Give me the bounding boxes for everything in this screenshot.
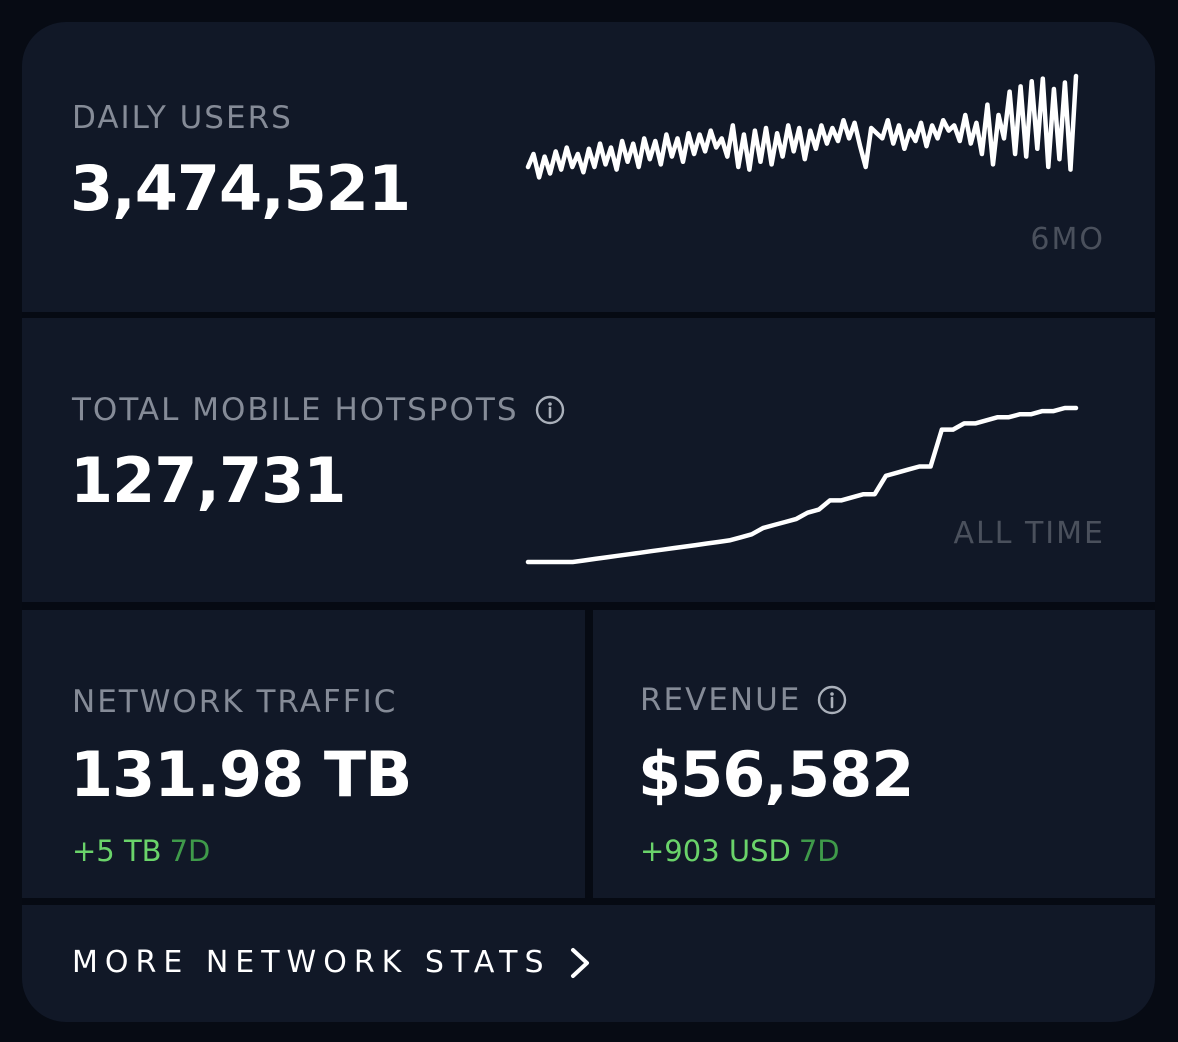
revenue-delta-amount: +903 USD: [640, 834, 791, 868]
network-traffic-value: 131.98 TB: [70, 738, 412, 811]
revenue-label-text: REVENUE: [640, 682, 802, 718]
more-network-stats-link[interactable]: MORE NETWORK STATS: [72, 945, 591, 980]
hotspots-value: 127,731: [70, 444, 346, 517]
daily-users-sparkline: [525, 73, 1079, 180]
hotspots-sparkline: [525, 405, 1079, 565]
network-traffic-delta-amount: +5 TB: [72, 834, 162, 868]
revenue-delta: +903 USD 7D: [640, 834, 840, 868]
daily-users-label: DAILY USERS: [72, 100, 293, 136]
daily-users-sparkline-line: [525, 73, 1079, 180]
info-circle-icon[interactable]: [535, 395, 565, 425]
hotspots-label-text: TOTAL MOBILE HOTSPOTS: [72, 392, 519, 428]
network-traffic-label: NETWORK TRAFFIC: [72, 684, 398, 720]
revenue-value: $56,582: [638, 738, 914, 811]
network-traffic-panel[interactable]: NETWORK TRAFFIC 131.98 TB +5 TB 7D: [22, 610, 585, 898]
hotspots-sparkline-line: [525, 405, 1079, 565]
revenue-label: REVENUE: [640, 682, 847, 718]
info-circle-icon[interactable]: [817, 685, 847, 715]
hotspots-panel[interactable]: TOTAL MOBILE HOTSPOTS 127,731 ALL TIME: [22, 318, 1155, 602]
hotspots-label: TOTAL MOBILE HOTSPOTS: [72, 392, 565, 428]
revenue-delta-period: 7D: [798, 834, 840, 868]
network-stats-card: DAILY USERS 3,474,521 6MO TOTAL MOBILE H…: [22, 22, 1155, 1022]
daily-users-timeframe: 6MO: [1030, 222, 1105, 257]
chevron-right-icon: [570, 947, 589, 978]
more-network-stats-row[interactable]: MORE NETWORK STATS: [22, 905, 1155, 1022]
daily-users-panel[interactable]: DAILY USERS 3,474,521 6MO: [22, 22, 1155, 312]
more-network-stats-label: MORE NETWORK STATS: [72, 945, 551, 980]
network-traffic-delta: +5 TB 7D: [72, 834, 210, 868]
hotspots-timeframe: ALL TIME: [953, 516, 1105, 551]
revenue-panel[interactable]: REVENUE $56,582 +903 USD 7D: [593, 610, 1155, 898]
network-traffic-delta-period: 7D: [169, 834, 211, 868]
daily-users-value: 3,474,521: [70, 152, 411, 225]
